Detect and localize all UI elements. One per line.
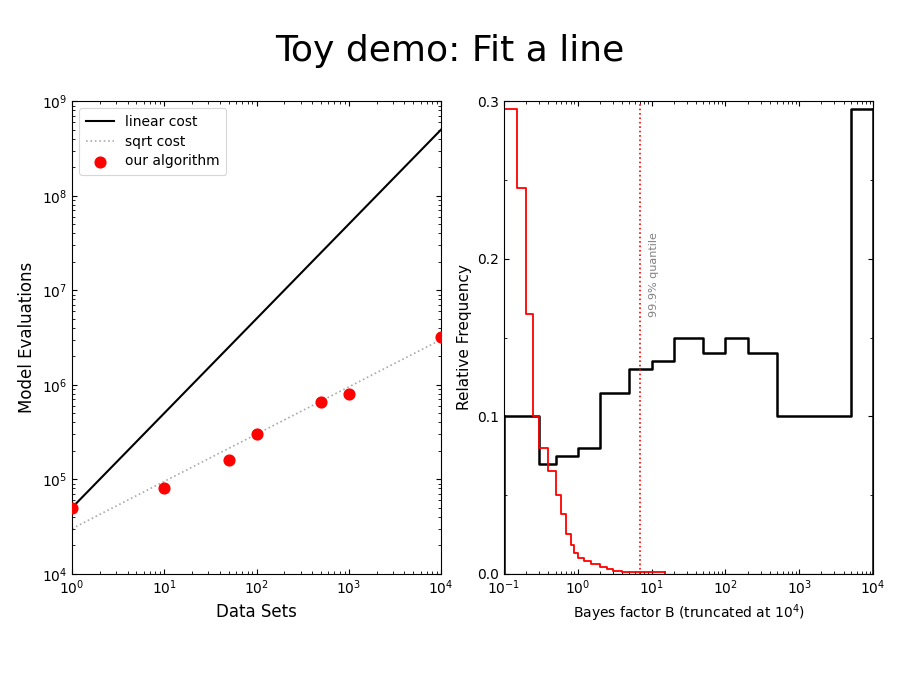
our algorithm	[157, 483, 171, 494]
our algorithm	[314, 397, 328, 408]
our algorithm	[342, 389, 356, 400]
Text: Toy demo: Fit a line: Toy demo: Fit a line	[275, 34, 625, 68]
Y-axis label: Model Evaluations: Model Evaluations	[18, 262, 36, 413]
X-axis label: Bayes factor B (truncated at $10^4$): Bayes factor B (truncated at $10^4$)	[572, 603, 805, 624]
Y-axis label: Relative Frequency: Relative Frequency	[456, 265, 472, 410]
our algorithm	[249, 429, 264, 439]
X-axis label: Data Sets: Data Sets	[216, 603, 297, 621]
our algorithm	[221, 454, 236, 465]
our algorithm	[434, 331, 448, 342]
our algorithm	[65, 502, 79, 513]
Legend: linear cost, sqrt cost, our algorithm: linear cost, sqrt cost, our algorithm	[79, 108, 226, 176]
Text: 99.9% quantile: 99.9% quantile	[649, 232, 659, 317]
